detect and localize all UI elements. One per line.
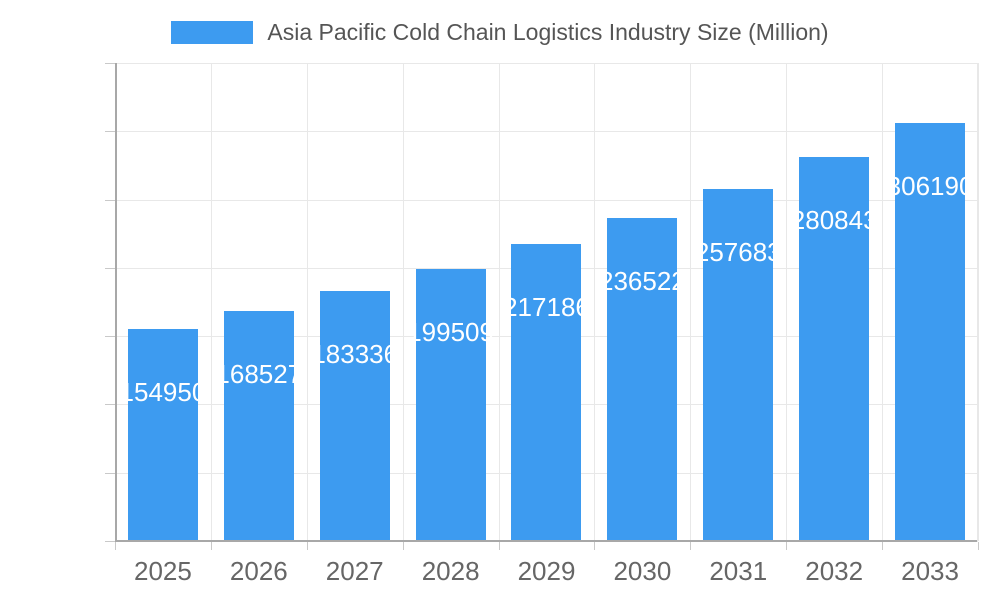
- x-axis-tick-label: 2032: [805, 556, 864, 586]
- x-axis-tick-mark: [786, 542, 788, 550]
- y-axis-tick-mark: [105, 63, 115, 64]
- bar-value-label: 306190: [886, 170, 974, 201]
- x-axis-tick-label: 2030: [613, 556, 672, 586]
- y-axis-tick-mark: [105, 199, 115, 201]
- bar-value-label: 280843: [790, 205, 878, 236]
- x-axis-tick-label: 2031: [709, 556, 768, 586]
- bar-slot: 236522: [594, 63, 690, 541]
- legend-swatch-series-1[interactable]: [171, 20, 254, 44]
- gridline-vertical: [594, 63, 596, 541]
- gridline-vertical: [978, 63, 979, 541]
- x-axis-tick-mark: [115, 542, 116, 550]
- chart-legend: Asia Pacific Cold Chain Logistics Indust…: [0, 14, 1000, 50]
- bar[interactable]: [127, 329, 198, 541]
- bar-slot: 280843: [786, 63, 882, 541]
- bar-slot: 199509: [403, 63, 499, 541]
- bar-series: 154950 168527 183336 199509 217186 236522 2576…: [115, 63, 978, 541]
- bar-slot: 168527: [211, 63, 307, 541]
- y-axis-tick-mark: [105, 267, 115, 269]
- y-axis-tick-mark: [105, 472, 115, 474]
- bar-slot: 306190: [882, 63, 978, 541]
- bar[interactable]: [703, 189, 774, 541]
- bar[interactable]: [511, 244, 582, 541]
- bar-slot: 217186: [499, 63, 595, 541]
- bar-value-label: 217186: [503, 292, 590, 323]
- bar-slot: 183336: [307, 63, 403, 541]
- x-axis-tick-mark: [594, 542, 596, 550]
- y-axis-line: [115, 63, 117, 542]
- plot-area: 154950 168527 183336 199509 217186 236522 2576…: [115, 63, 979, 542]
- x-axis-tick-mark: [690, 542, 692, 550]
- legend-label-series-1[interactable]: Asia Pacific Cold Chain Logistics Indust…: [267, 18, 829, 45]
- x-axis-tick-label: 2025: [134, 556, 192, 586]
- x-axis-tick-label: 2026: [229, 556, 288, 586]
- gridline-horizontal: [115, 63, 978, 64]
- gridline-vertical: [882, 63, 884, 541]
- x-axis-tick-mark: [402, 542, 404, 550]
- gridline-vertical: [786, 63, 788, 541]
- bar-value-label: 236522: [598, 265, 686, 296]
- y-axis-tick-mark: [105, 541, 115, 542]
- bar-value-label: 199509: [407, 316, 494, 347]
- bar[interactable]: [799, 157, 870, 541]
- bar[interactable]: [223, 310, 294, 541]
- x-axis-line: [115, 540, 978, 542]
- gridline-vertical: [690, 63, 692, 541]
- x-axis-tick-label: 2029: [517, 556, 576, 586]
- bar-value-label: 257683: [694, 237, 782, 268]
- bar-slot: 257683: [690, 63, 786, 541]
- x-axis-tick-label: 2028: [421, 556, 480, 586]
- x-axis-tick-mark: [498, 542, 500, 550]
- x-axis-tick-mark: [882, 542, 884, 550]
- x-axis-tick-mark: [210, 542, 212, 550]
- bar-value-label: 168527: [215, 358, 303, 389]
- x-axis-tick-mark: [978, 542, 979, 550]
- gridline-vertical: [210, 63, 212, 541]
- plot-right-border: [977, 63, 978, 542]
- x-axis-tick-mark: [306, 542, 308, 550]
- bar-value-label: 154950: [119, 377, 207, 408]
- bar-value-label: 183336: [311, 338, 399, 369]
- gridline-horizontal: [115, 131, 978, 133]
- bar[interactable]: [415, 268, 486, 541]
- bar[interactable]: [895, 122, 966, 541]
- bar[interactable]: [607, 217, 678, 541]
- gridline-vertical: [498, 63, 500, 541]
- y-axis-tick-mark: [105, 131, 115, 133]
- bar-slot: 154950: [115, 63, 211, 541]
- gridline-vertical: [306, 63, 308, 541]
- y-axis-tick-mark: [105, 404, 115, 406]
- bar[interactable]: [319, 290, 390, 541]
- x-axis-tick-label: 2027: [325, 556, 384, 586]
- gridline-vertical: [402, 63, 404, 541]
- y-axis-tick-mark: [105, 336, 115, 338]
- x-axis-tick-label: 2033: [901, 556, 959, 586]
- gridline-horizontal: [115, 199, 978, 201]
